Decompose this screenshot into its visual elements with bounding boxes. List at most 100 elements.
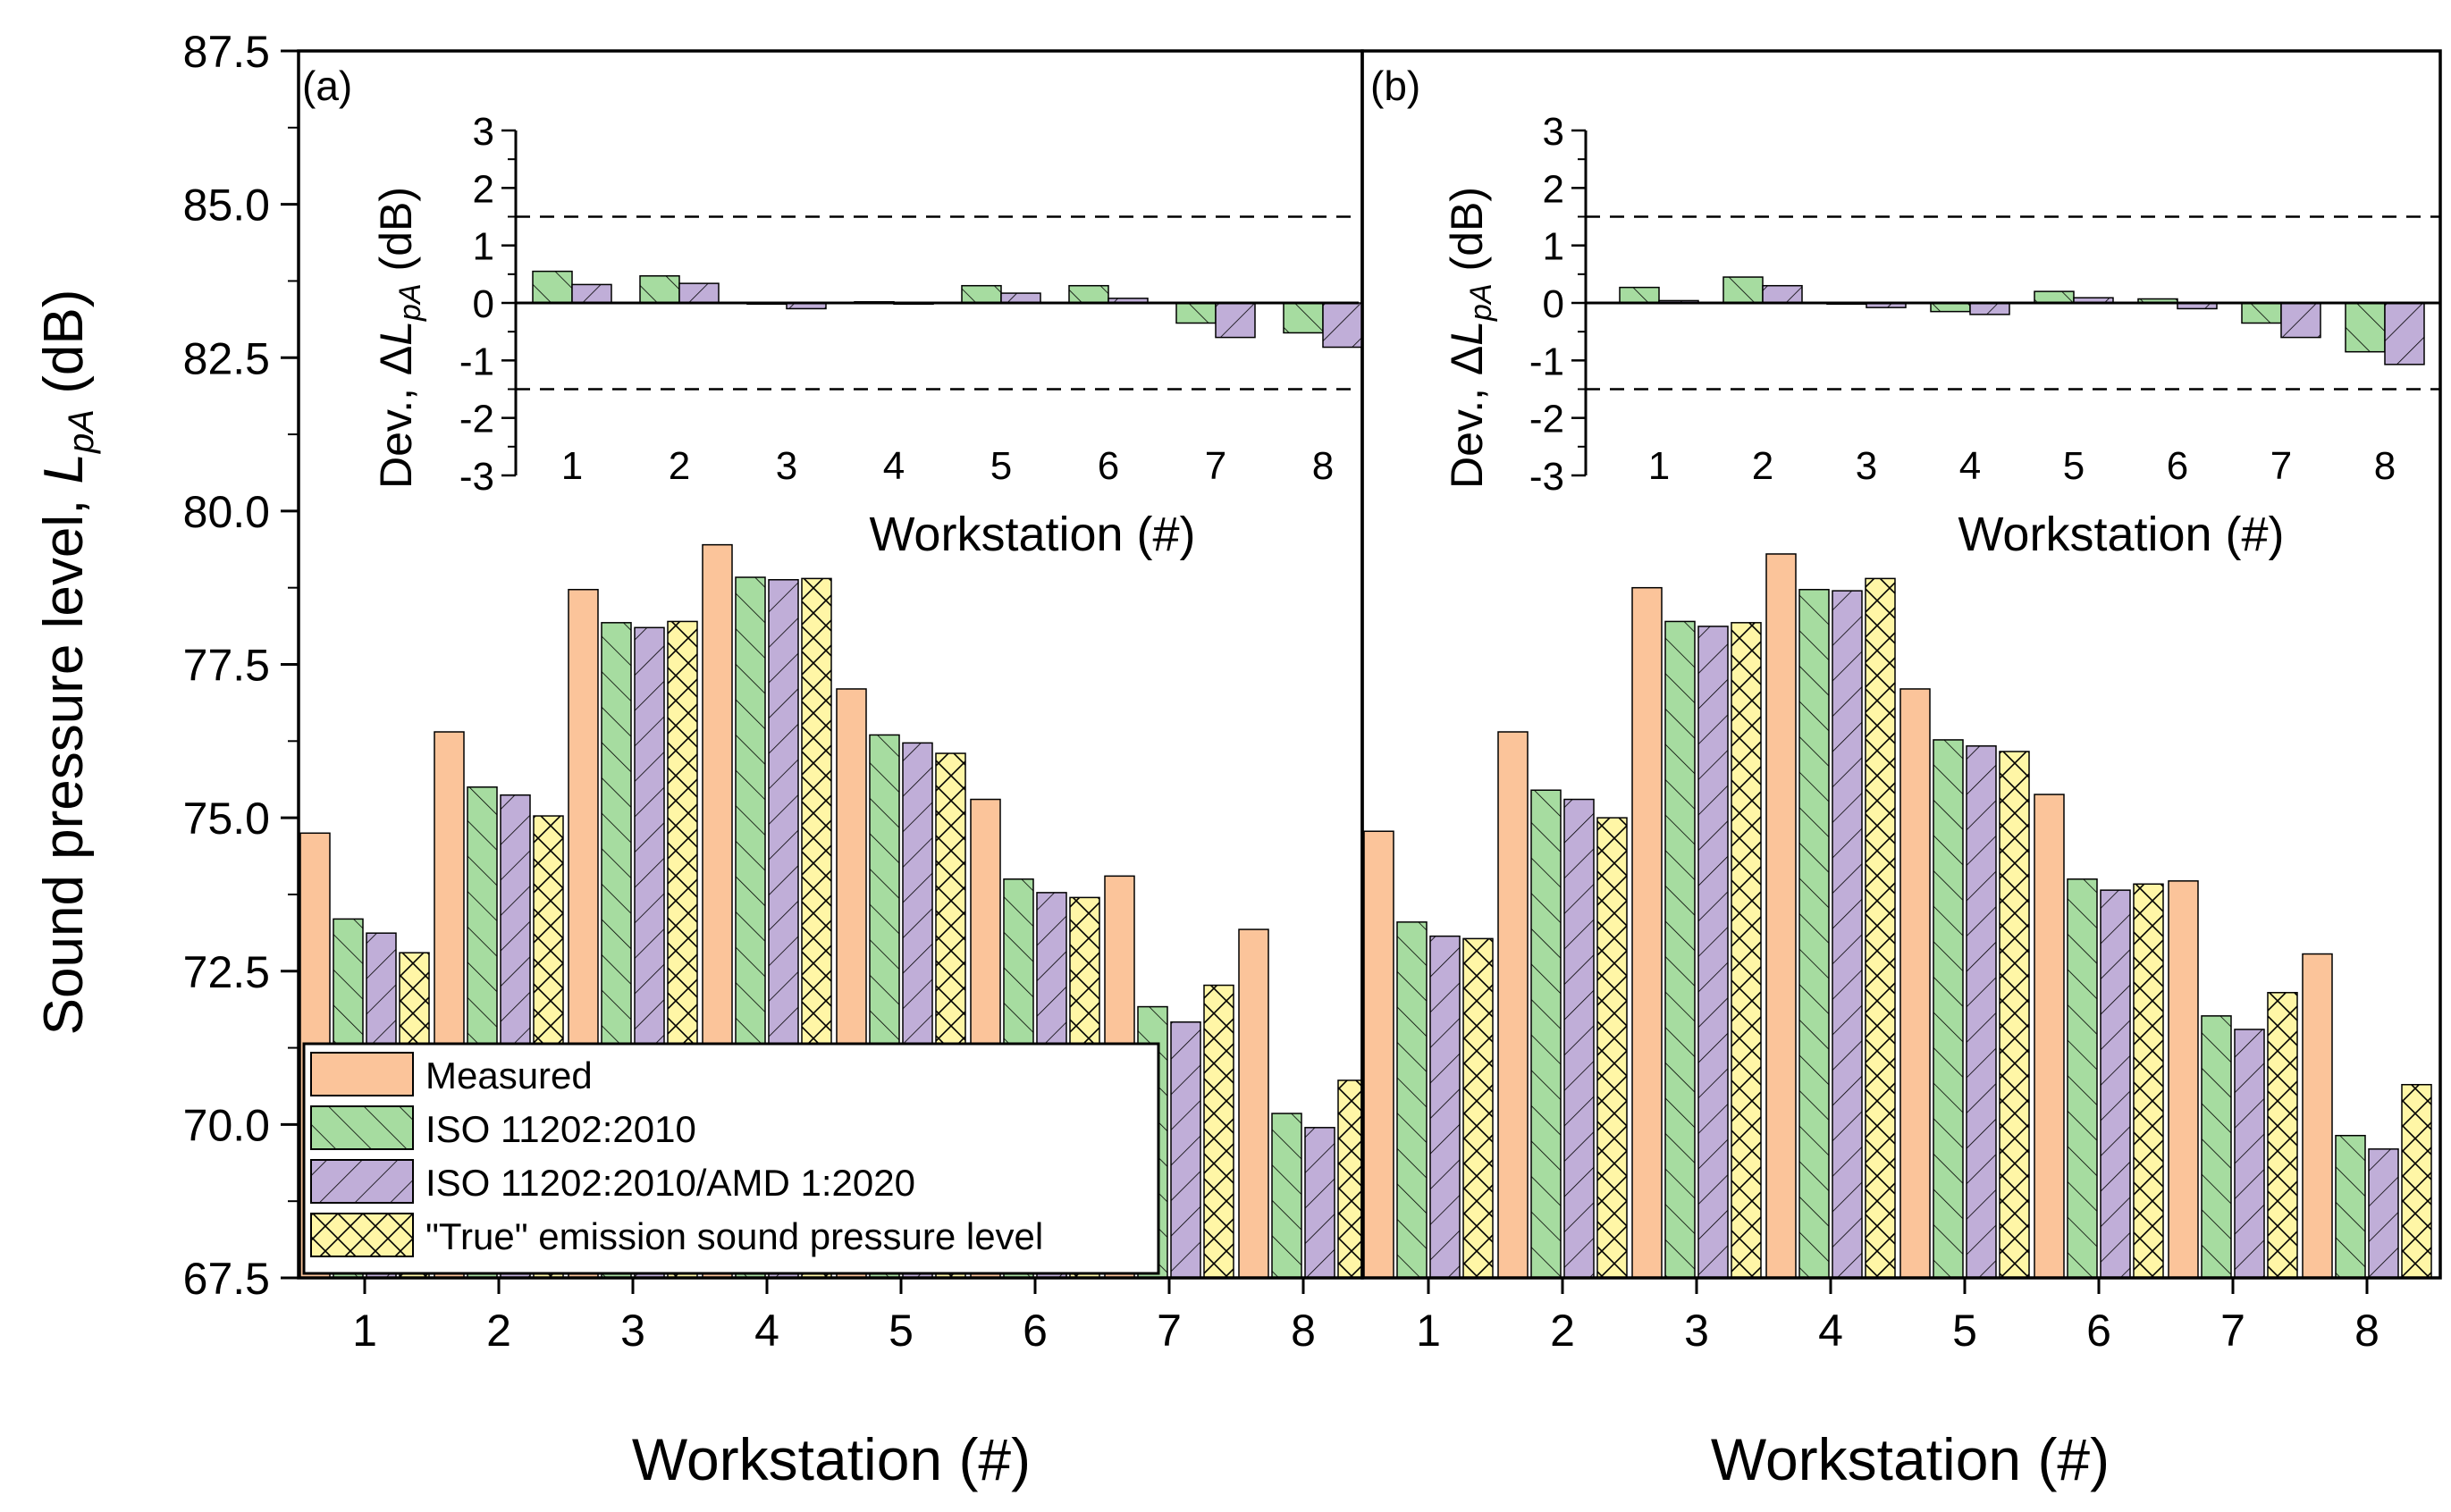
inset-y-tick-label-b: 2 bbox=[1543, 167, 1564, 211]
inset-y-tick-label-b: -1 bbox=[1529, 340, 1564, 383]
bar-b bbox=[1363, 830, 1394, 1279]
bar-b bbox=[1765, 553, 1797, 1279]
bar-hatch-b bbox=[2268, 992, 2297, 1278]
x-tick-label-b: 1 bbox=[1416, 1306, 1441, 1356]
bar-hatch-b bbox=[2202, 1015, 2231, 1278]
bar-hatch-b bbox=[1866, 578, 1895, 1278]
x-tick-label-a: 6 bbox=[1023, 1306, 1048, 1356]
inset-y-tick-label-b: 3 bbox=[1543, 110, 1564, 154]
inset-bar-hatch-a bbox=[679, 283, 719, 303]
inset-x-tick-label-b: 4 bbox=[1959, 444, 1981, 488]
inset-x-tick-label-b: 8 bbox=[2374, 444, 2396, 488]
bar-hatch-b bbox=[1531, 790, 1561, 1278]
y-tick-label: 82.5 bbox=[183, 333, 270, 383]
inset-y-tick-label-a: -2 bbox=[459, 398, 494, 441]
inset-y-title-b: Dev., ΔLpA (dB) bbox=[1442, 187, 1498, 489]
inset-x-tick-label-a: 8 bbox=[1312, 444, 1334, 488]
legend-swatch-true-hatch bbox=[310, 1213, 414, 1257]
x-tick-label-b: 5 bbox=[1952, 1306, 1977, 1356]
x-tick-label-b: 2 bbox=[1550, 1306, 1575, 1356]
inset-x-tick-label-a: 5 bbox=[990, 444, 1012, 488]
x-tick-label-a: 5 bbox=[889, 1306, 914, 1356]
bar-b bbox=[1497, 731, 1529, 1279]
bar-hatch-b bbox=[2068, 878, 2097, 1278]
inset-y-tick-label-b: 1 bbox=[1543, 225, 1564, 269]
inset-x-tick-label-b: 1 bbox=[1648, 444, 1670, 488]
x-tick-label-a: 1 bbox=[352, 1306, 377, 1356]
bar-hatch-b bbox=[1430, 936, 1460, 1278]
inset-x-tick-label-a: 4 bbox=[883, 444, 905, 488]
legend-swatch-iso2010-hatch bbox=[310, 1105, 414, 1150]
legend-label-amd2020: ISO 11202:2010/AMD 1:2020 bbox=[425, 1162, 915, 1204]
inset-y-tick-label-b: -2 bbox=[1529, 398, 1564, 441]
inset-y-tick-label-a: -3 bbox=[459, 455, 494, 499]
inset-y-tick-label-a: 0 bbox=[473, 282, 494, 326]
bar-a bbox=[1238, 928, 1269, 1279]
y-axis-title-symbol: L bbox=[33, 453, 95, 483]
inset-x-tick-label-a: 3 bbox=[776, 444, 797, 488]
inset-x-tick-label-b: 5 bbox=[2063, 444, 2085, 488]
inset-bar-hatch-b bbox=[1763, 285, 1802, 303]
panel-label-a: (a) bbox=[302, 63, 352, 109]
bar-hatch-a bbox=[1204, 985, 1234, 1278]
inset-bar-hatch-a bbox=[572, 284, 611, 303]
x-tick-label-a: 4 bbox=[754, 1306, 779, 1356]
bar-hatch-a bbox=[1272, 1113, 1301, 1278]
y-tick-label: 77.5 bbox=[183, 641, 270, 691]
inset-bar-hatch-b bbox=[2177, 303, 2217, 309]
inset-x-tick-label-a: 6 bbox=[1098, 444, 1119, 488]
legend-label-iso2010: ISO 11202:2010 bbox=[425, 1108, 696, 1150]
inset-bar-hatch-b bbox=[2034, 291, 2074, 303]
inset-bar-hatch-b bbox=[1866, 303, 1906, 308]
inset-y-tick-label-b: 0 bbox=[1543, 282, 1564, 326]
inset-bar-hatch-b bbox=[1620, 287, 1659, 303]
inset-y-tick-label-b: -3 bbox=[1529, 455, 1564, 499]
inset-bar-hatch-a bbox=[1323, 303, 1362, 348]
bar-hatch-b bbox=[2101, 890, 2130, 1278]
inset-x-tick-label-b: 7 bbox=[2270, 444, 2292, 488]
x-tick-label-b: 7 bbox=[2220, 1306, 2245, 1356]
y-axis-title-unit: (dB) bbox=[33, 290, 95, 409]
inset-bar-hatch-a bbox=[1216, 303, 1255, 338]
inset-bar-hatch-b bbox=[1931, 303, 1970, 312]
inset-bar-hatch-b bbox=[2074, 298, 2113, 303]
x-tick-label-b: 4 bbox=[1818, 1306, 1843, 1356]
y-tick-label: 70.0 bbox=[183, 1100, 270, 1150]
inset-y-tick-label-a: 3 bbox=[473, 110, 494, 154]
bar-hatch-b bbox=[1564, 799, 1594, 1278]
inset-x-title-a: Workstation (#) bbox=[869, 508, 1195, 561]
inset-y-title-a: Dev., ΔLpA (dB) bbox=[371, 187, 427, 489]
bar-hatch-b bbox=[1665, 621, 1695, 1278]
x-tick-label-b: 6 bbox=[2086, 1306, 2111, 1356]
y-axis-title-text: Sound pressure level, bbox=[33, 483, 95, 1035]
bar-hatch-b bbox=[1799, 589, 1829, 1278]
inset-bar-hatch-a bbox=[1284, 303, 1323, 333]
x-tick-label-a: 2 bbox=[486, 1306, 511, 1356]
inset-bar-hatch-b bbox=[1970, 303, 2009, 315]
y-tick-label: 72.5 bbox=[183, 947, 270, 997]
y-tick-label: 75.0 bbox=[183, 794, 270, 844]
bar-hatch-b bbox=[2134, 884, 2163, 1278]
inset-bar-hatch-b bbox=[2385, 303, 2424, 365]
x-axis-title-a: Workstation (#) bbox=[632, 1426, 1031, 1492]
y-tick-label: 67.5 bbox=[183, 1254, 270, 1304]
legend: Measured ISO 11202:2010 ISO 11202:2010/A… bbox=[302, 1042, 1160, 1275]
y-tick-label: 85.0 bbox=[183, 181, 270, 231]
y-tick-label: 87.5 bbox=[183, 27, 270, 77]
inset-bar-hatch-b bbox=[2242, 303, 2281, 323]
legend-swatch-amd2020-hatch bbox=[310, 1159, 414, 1204]
bar-hatch-b bbox=[2235, 1029, 2264, 1278]
panel-label-b: (b) bbox=[1370, 63, 1420, 109]
x-tick-label-a: 3 bbox=[620, 1306, 645, 1356]
inset-bar-hatch-b bbox=[2281, 303, 2320, 338]
bar-hatch-b bbox=[2402, 1084, 2431, 1278]
inset-y-tick-label-a: 2 bbox=[473, 167, 494, 211]
bar-hatch-b bbox=[1933, 739, 1963, 1278]
bar-hatch-a bbox=[1305, 1127, 1335, 1278]
bar-hatch-b bbox=[2336, 1135, 2365, 1278]
bar-hatch-b bbox=[1967, 745, 1996, 1278]
inset-bar-hatch-b bbox=[2138, 298, 2177, 303]
bar-b bbox=[2168, 880, 2199, 1279]
bar-hatch-b bbox=[1832, 591, 1862, 1278]
